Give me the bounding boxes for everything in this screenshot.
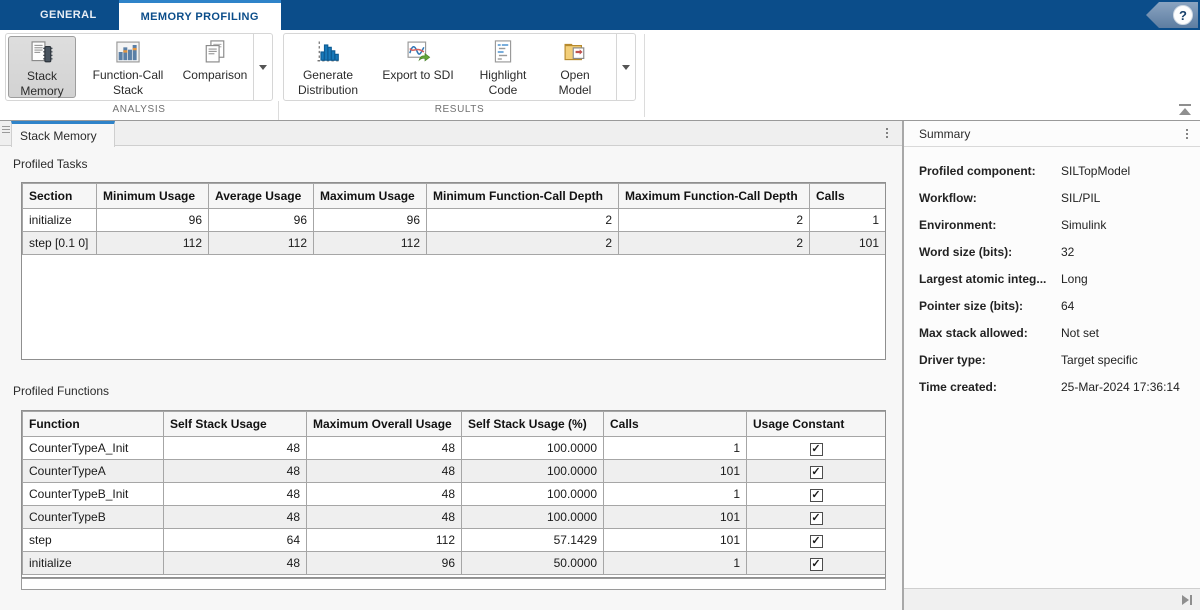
- dock-area: Stack Memory Profiled Tasks Section Mini…: [0, 121, 1200, 610]
- profiled-tasks-title: Profiled Tasks: [13, 157, 88, 171]
- toolbar-separator: [644, 34, 645, 117]
- summary-header: Summary: [904, 121, 1200, 147]
- stack-memory-doc-tab[interactable]: Stack Memory: [11, 121, 115, 147]
- highlight-code-button[interactable]: Highlight Code: [464, 34, 542, 100]
- column-header[interactable]: Maximum Overall Usage: [306, 411, 462, 437]
- open-model-button[interactable]: Open Model: [542, 34, 608, 100]
- function-call-stack-icon: [113, 38, 143, 66]
- open-model-icon: [560, 38, 590, 66]
- table-header-row: Section Minimum Usage Average Usage Maxi…: [22, 183, 885, 209]
- summary-item: Word size (bits): 32: [919, 244, 1075, 259]
- profiled-functions-title: Profiled Functions: [13, 384, 110, 398]
- export-to-sdi-button[interactable]: Export to SDI: [372, 34, 464, 100]
- column-header[interactable]: Self Stack Usage: [163, 411, 307, 437]
- usage-constant-checkbox[interactable]: ✓: [809, 557, 823, 571]
- table-row[interactable]: step [0.1 0] 112 112 112 2 2 101: [22, 231, 885, 255]
- column-header[interactable]: Maximum Usage: [313, 183, 427, 209]
- table-row[interactable]: CounterTypeA_Init 48 48 100.0000 1 ✓: [22, 436, 885, 460]
- highlight-code-label: Highlight Code: [479, 68, 527, 97]
- column-header[interactable]: Maximum Function-Call Depth: [618, 183, 810, 209]
- profiled-tasks-table: Section Minimum Usage Average Usage Maxi…: [21, 182, 886, 360]
- horizontal-scrollbar[interactable]: [21, 578, 886, 590]
- group-separator: [278, 101, 279, 120]
- analysis-group: Stack Memory Function-Call Stack: [5, 33, 273, 101]
- summary-item: Environment: Simulink: [919, 217, 1107, 232]
- column-header[interactable]: Self Stack Usage (%): [461, 411, 604, 437]
- generate-distribution-label: Generate Distribution: [297, 68, 359, 97]
- analysis-gallery-dropdown[interactable]: [253, 34, 272, 100]
- comparison-label: Comparison: [182, 68, 248, 82]
- table-row[interactable]: initialize 48 96 50.0000 1 ✓: [22, 551, 885, 575]
- panel-grip-icon[interactable]: [2, 126, 10, 133]
- function-call-stack-label: Function-Call Stack: [92, 68, 164, 97]
- tab-general[interactable]: GENERAL: [40, 9, 97, 21]
- summary-menu-icon[interactable]: [1186, 128, 1188, 139]
- summary-item: Profiled component: SILTopModel: [919, 163, 1131, 178]
- summary-item: Driver type: Target specific: [919, 352, 1138, 367]
- summary-status-bar: [904, 588, 1200, 610]
- results-gallery-dropdown[interactable]: [616, 34, 635, 100]
- results-group-label: RESULTS: [434, 104, 485, 115]
- column-header[interactable]: Section: [22, 183, 97, 209]
- summary-items: Profiled component: SILTopModel Workflow…: [904, 147, 1200, 400]
- comparison-icon: [200, 38, 230, 66]
- generate-distribution-button[interactable]: Generate Distribution: [284, 34, 372, 100]
- column-header[interactable]: Function: [22, 411, 164, 437]
- minimize-ribbon-button[interactable]: [1176, 101, 1194, 117]
- usage-constant-checkbox[interactable]: ✓: [809, 511, 823, 525]
- export-to-sdi-label: Export to SDI: [382, 68, 454, 82]
- table-header-row: Function Self Stack Usage Maximum Overal…: [22, 411, 885, 437]
- help-button[interactable]: ?: [1146, 2, 1198, 28]
- document-menu-icon[interactable]: [886, 128, 888, 138]
- stack-memory-pane: Stack Memory Profiled Tasks Section Mini…: [0, 121, 902, 610]
- table-row[interactable]: step 64 112 57.1429 101 ✓: [22, 528, 885, 552]
- stack-memory-label: Stack Memory: [20, 69, 64, 98]
- chevron-down-icon: [622, 64, 630, 70]
- summary-item: Largest atomic integ... Long: [919, 271, 1088, 286]
- results-group: Generate Distribution Export to SDI: [283, 33, 636, 101]
- export-to-sdi-icon: [403, 38, 433, 66]
- table-row[interactable]: initialize 96 96 96 2 2 1: [22, 208, 885, 232]
- column-header[interactable]: Average Usage: [208, 183, 314, 209]
- help-icon: ?: [1173, 5, 1193, 25]
- highlight-code-icon: [488, 38, 518, 66]
- collapse-right-icon: [1182, 594, 1189, 605]
- pane-splitter[interactable]: [902, 121, 904, 610]
- summary-item: Max stack allowed: Not set: [919, 325, 1100, 340]
- usage-constant-checkbox[interactable]: ✓: [809, 442, 823, 456]
- stack-memory-icon: [27, 39, 57, 67]
- summary-item: Pointer size (bits): 64: [919, 298, 1075, 313]
- column-header[interactable]: Calls: [603, 411, 747, 437]
- stack-memory-button[interactable]: Stack Memory: [8, 36, 76, 98]
- analysis-group-label: ANALYSIS: [112, 104, 166, 115]
- usage-constant-checkbox[interactable]: ✓: [809, 488, 823, 502]
- usage-constant-checkbox[interactable]: ✓: [809, 465, 823, 479]
- document-tab-strip: [0, 121, 902, 146]
- column-header[interactable]: Minimum Function-Call Depth: [426, 183, 619, 209]
- table-row[interactable]: CounterTypeA 48 48 100.0000 101 ✓: [22, 459, 885, 483]
- tab-memory-profiling[interactable]: MEMORY PROFILING: [118, 0, 281, 30]
- summary-item: Workflow: SIL/PIL: [919, 190, 1101, 205]
- open-model-label: Open Model: [558, 68, 592, 97]
- generate-distribution-icon: [313, 38, 343, 66]
- ribbon-tab-bar: GENERAL MEMORY PROFILING ?: [0, 0, 1200, 30]
- column-header[interactable]: Calls: [809, 183, 885, 209]
- table-row[interactable]: CounterTypeB 48 48 100.0000 101 ✓: [22, 505, 885, 529]
- table-row[interactable]: CounterTypeB_Init 48 48 100.0000 1 ✓: [22, 482, 885, 506]
- summary-title: Summary: [919, 126, 971, 141]
- chevron-down-icon: [259, 64, 267, 70]
- collapse-panel-button[interactable]: [1182, 594, 1192, 605]
- function-call-stack-button[interactable]: Function-Call Stack: [78, 34, 178, 100]
- summary-item: Time created: 25-Mar-2024 17:36:14: [919, 379, 1180, 394]
- profiled-functions-table: Function Self Stack Usage Maximum Overal…: [21, 410, 886, 578]
- toolstrip: Stack Memory Function-Call Stack: [0, 30, 1200, 121]
- usage-constant-checkbox[interactable]: ✓: [809, 534, 823, 548]
- column-header[interactable]: Usage Constant: [746, 411, 885, 437]
- minimize-ribbon-icon: [1179, 103, 1191, 106]
- comparison-button[interactable]: Comparison: [178, 34, 252, 100]
- summary-pane: Summary Profiled component: SILTopModel …: [904, 121, 1200, 610]
- column-header[interactable]: Minimum Usage: [96, 183, 209, 209]
